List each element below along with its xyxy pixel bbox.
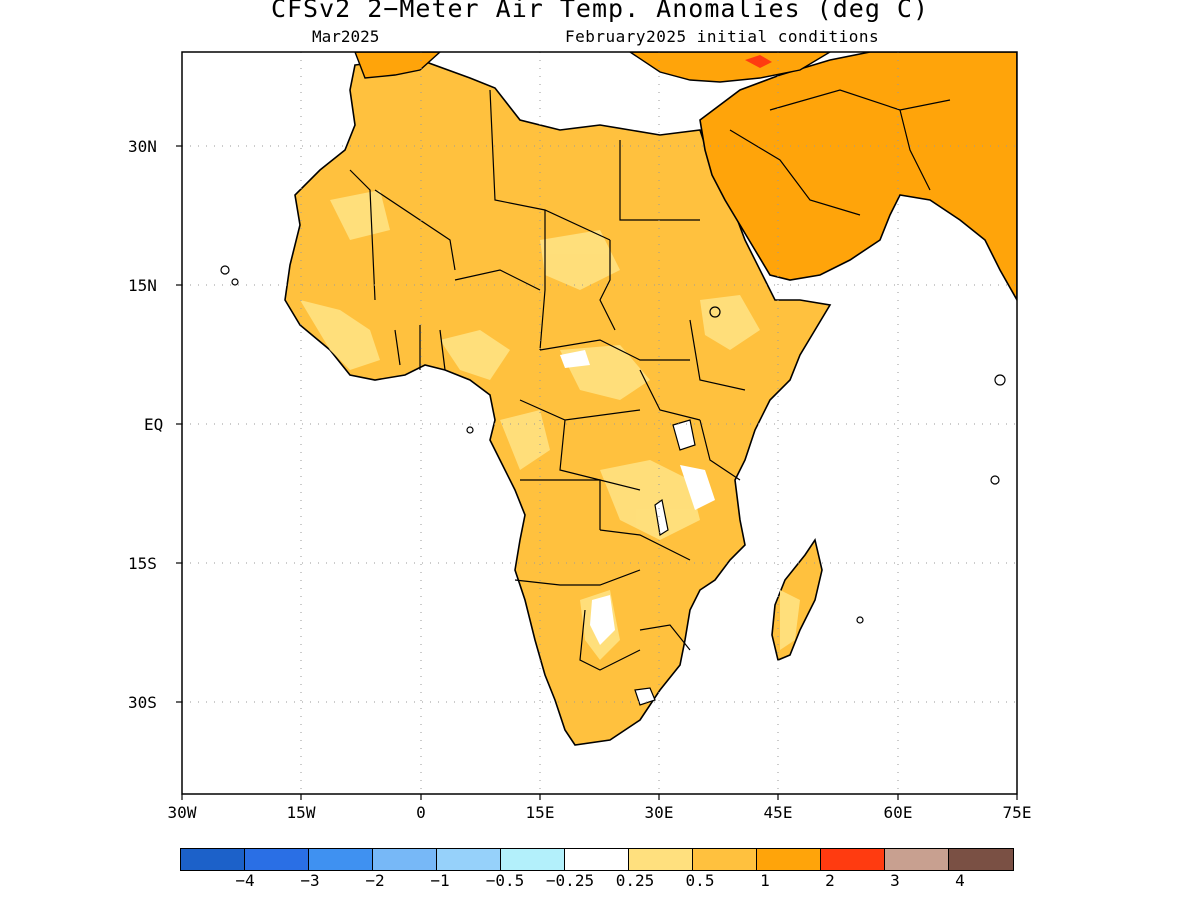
colorbar-label: 4 [955, 871, 965, 890]
map-plot-area [182, 52, 1017, 794]
colorbar-label: −0.25 [545, 871, 595, 890]
tick-marks [176, 145, 1018, 800]
lon-label-15e: 15E [525, 803, 555, 822]
map-title: CFSv2 2−Meter Air Temp. Anomalies (deg C… [270, 0, 930, 23]
arabia-landmass [699, 52, 1017, 302]
lon-label-45e: 45E [763, 803, 793, 822]
initial-conditions-label: February2025 initial conditions [565, 27, 880, 46]
lon-label-30e: 30E [644, 803, 674, 822]
lat-label-15n: 15N [128, 276, 157, 295]
lon-label-15w: 15W [286, 803, 316, 822]
valid-month-label: Mar2025 [312, 27, 380, 46]
colorbar-swatch [885, 849, 949, 870]
lat-label-30s: 30S [128, 693, 157, 712]
colorbar-swatch [757, 849, 821, 870]
hot-spot [745, 55, 772, 68]
colorbar-label: −2 [365, 871, 385, 890]
lon-label-0: 0 [416, 803, 426, 822]
colorbar [180, 848, 1014, 871]
colorbar-label: 3 [890, 871, 900, 890]
colorbar-swatch [373, 849, 437, 870]
colorbar-swatch [565, 849, 629, 870]
colorbar-swatch [245, 849, 309, 870]
colorbar-label: −3 [300, 871, 320, 890]
colorbar-label: −0.5 [485, 871, 525, 890]
lakes [634, 419, 696, 706]
colorbar-swatch [437, 849, 501, 870]
colorbar-label: 0.5 [685, 871, 715, 890]
lon-label-30w: 30W [167, 803, 197, 822]
colorbar-swatch [181, 849, 245, 870]
colorbar-label: 1 [760, 871, 770, 890]
lat-label-15s: 15S [128, 554, 157, 573]
lon-label-75e: 75E [1002, 803, 1032, 822]
colorbar-swatch [629, 849, 693, 870]
colorbar-swatch [821, 849, 885, 870]
colorbar-label: −4 [235, 871, 255, 890]
lon-label-60e: 60E [883, 803, 913, 822]
colorbar-label: 2 [825, 871, 835, 890]
colorbar-label: 0.25 [615, 871, 655, 890]
colorbar-swatch [501, 849, 565, 870]
colorbar-label: −1 [430, 871, 450, 890]
colorbar-swatch [309, 849, 373, 870]
islands [220, 265, 1006, 624]
colorbar-swatch [949, 849, 1013, 870]
lat-label-30n: 30N [128, 137, 157, 156]
europe-coast [354, 52, 442, 79]
neutral-anomaly-areas [560, 350, 715, 645]
lat-label-eq: EQ [144, 415, 164, 434]
colorbar-swatch [693, 849, 757, 870]
map-frame [181, 51, 1018, 795]
turkey-coast [628, 52, 832, 83]
country-borders [349, 89, 951, 671]
